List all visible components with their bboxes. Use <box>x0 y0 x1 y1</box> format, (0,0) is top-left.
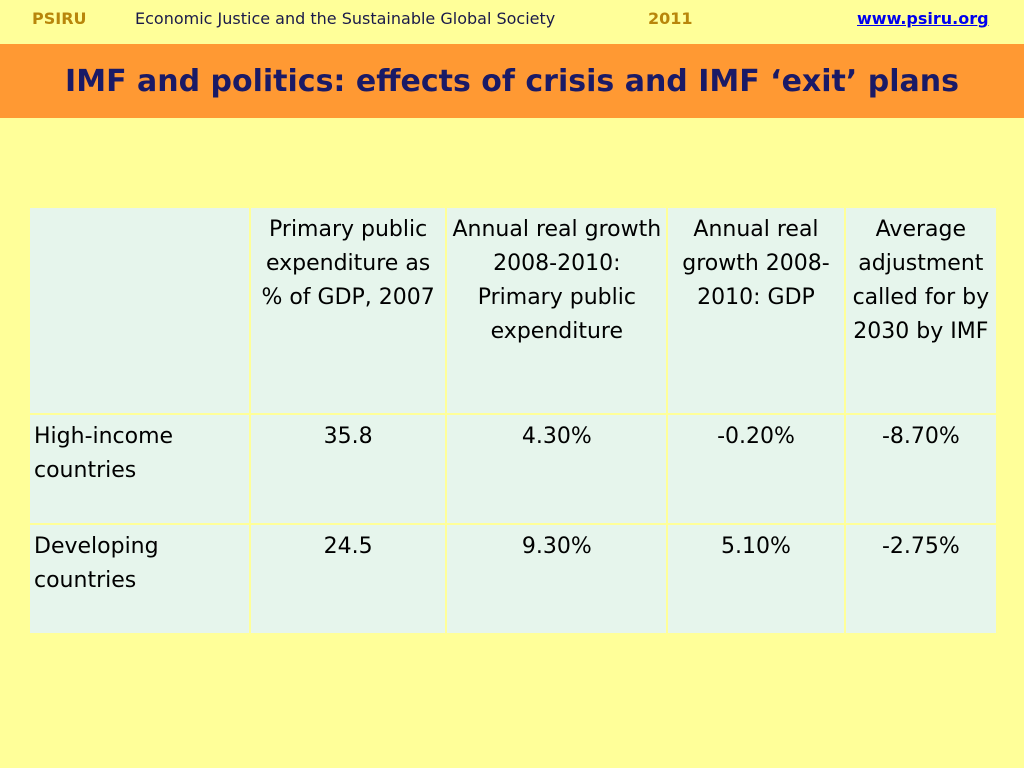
row-label: High-income countries <box>30 415 249 523</box>
series-title: Economic Justice and the Sustainable Glo… <box>135 9 556 28</box>
column-header: Annual real growth 2008-2010: GDP <box>668 208 844 413</box>
table-cell: -8.70% <box>845 415 996 523</box>
table-cell: 9.30% <box>447 525 667 633</box>
org-name: PSIRU <box>32 9 87 28</box>
table-cell: -2.75% <box>845 525 996 633</box>
slide-title: IMF and politics: effects of crisis and … <box>65 64 959 99</box>
table-cell: -0.20% <box>668 415 844 523</box>
table-header-row: Primary public expenditure as % of GDP, … <box>30 208 996 413</box>
year-label: 2011 <box>648 9 693 28</box>
title-band <box>0 44 1024 118</box>
table-cell: 35.8 <box>250 415 446 523</box>
table-cell: 5.10% <box>668 525 844 633</box>
data-table: Primary public expenditure as % of GDP, … <box>28 206 998 635</box>
table-row: Developing countries 24.5 9.30% 5.10% -2… <box>30 525 996 633</box>
slide-header: PSIRU Economic Justice and the Sustainab… <box>0 0 1024 42</box>
column-header: Annual real growth 2008-2010: Primary pu… <box>447 208 667 413</box>
table-row: High-income countries 35.8 4.30% -0.20% … <box>30 415 996 523</box>
table-cell: 24.5 <box>250 525 446 633</box>
website-link[interactable]: www.psiru.org <box>857 9 989 28</box>
table-cell: 4.30% <box>447 415 667 523</box>
column-header <box>30 208 249 413</box>
column-header: Primary public expenditure as % of GDP, … <box>250 208 446 413</box>
column-header: Average adjustment called for by 2030 by… <box>845 208 996 413</box>
row-label: Developing countries <box>30 525 249 633</box>
